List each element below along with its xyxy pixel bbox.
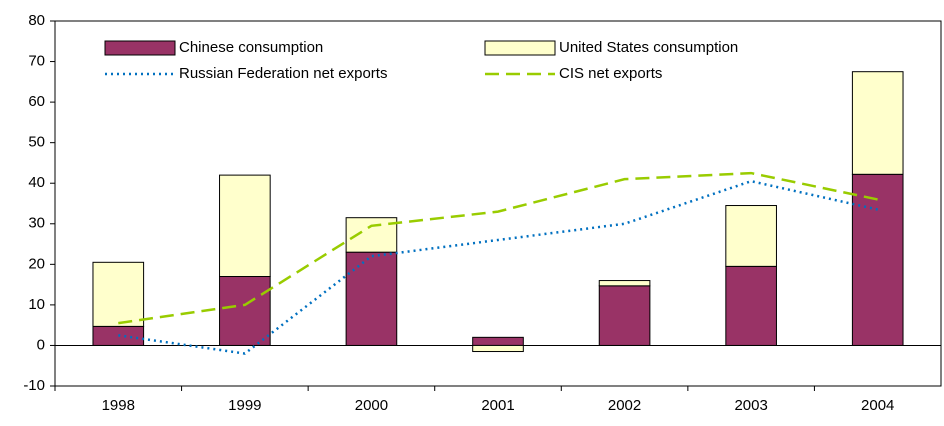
legend-label: United States consumption [559,39,738,56]
x-tick-label: 1998 [102,397,135,414]
bar [219,174,271,277]
x-tick-label: 2001 [481,397,514,414]
x-tick-label: 2000 [355,397,388,414]
legend-label: CIS net exports [559,65,662,82]
x-tick-label: 2003 [734,397,767,414]
bar [725,265,777,346]
y-tick-label: 40 [28,174,45,191]
line [118,179,878,355]
x-tick-label: 2004 [861,397,894,414]
y-tick-label: 60 [28,93,45,110]
legend-swatch [104,40,176,56]
x-tick-label: 2002 [608,397,641,414]
bar [345,251,398,346]
plot-frame [54,20,942,387]
line [118,171,878,325]
y-tick-label: 0 [37,336,45,353]
bar [725,205,777,267]
bar [219,276,271,346]
legend-label: Russian Federation net exports [179,65,387,82]
y-tick-label: 30 [28,215,45,232]
y-tick-label: 70 [28,53,45,70]
bar [92,261,145,327]
y-tick-label: 50 [28,134,45,151]
bar [598,285,651,346]
bar [851,173,904,346]
legend-label: Chinese consumption [179,39,323,56]
x-tick-label: 1999 [228,397,261,414]
y-tick-label: 20 [28,255,45,272]
bar [472,336,524,346]
legend-swatch [484,40,556,56]
y-tick-label: 80 [28,12,45,29]
bar [472,344,524,353]
bar [851,71,904,175]
y-tick-label: 10 [28,296,45,313]
y-tick-label: -10 [23,377,45,394]
bar [598,280,651,287]
